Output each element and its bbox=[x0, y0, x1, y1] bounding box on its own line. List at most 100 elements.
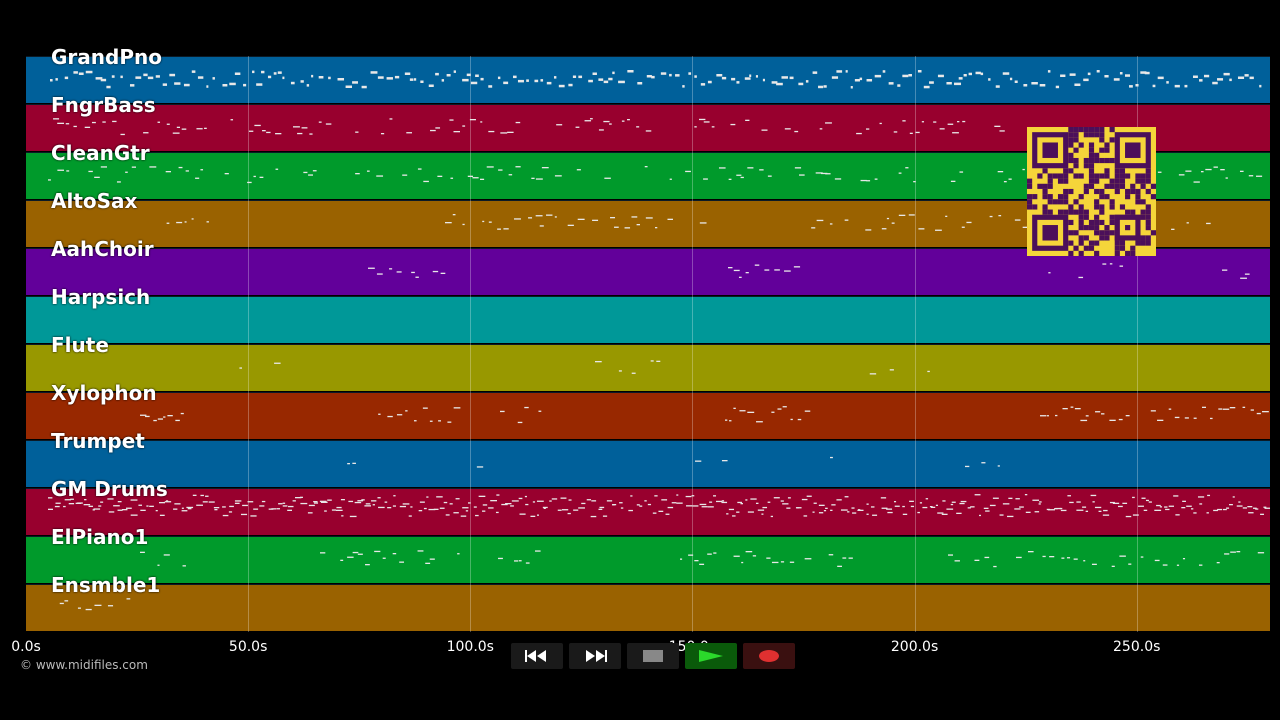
note-mark bbox=[726, 513, 729, 515]
note-mark bbox=[352, 551, 359, 554]
note-mark bbox=[968, 72, 972, 76]
note-mark bbox=[176, 126, 181, 128]
note-mark bbox=[886, 508, 893, 510]
note-mark bbox=[449, 503, 453, 505]
note-mark bbox=[764, 269, 770, 271]
qr-module bbox=[1119, 168, 1126, 174]
note-mark bbox=[462, 125, 466, 127]
note-mark bbox=[979, 514, 982, 517]
note-mark bbox=[301, 127, 308, 129]
qr-module bbox=[1145, 240, 1151, 246]
note-mark bbox=[1015, 498, 1020, 500]
note-mark bbox=[805, 80, 809, 83]
note-mark bbox=[1232, 496, 1235, 498]
note-mark bbox=[466, 73, 471, 77]
qr-module bbox=[1125, 173, 1131, 179]
note-mark bbox=[560, 497, 567, 499]
note-mark bbox=[268, 508, 274, 510]
qr-module bbox=[1042, 188, 1048, 195]
note-mark bbox=[1094, 506, 1102, 509]
note-mark bbox=[729, 420, 732, 422]
stop-button[interactable] bbox=[627, 643, 679, 669]
play-button[interactable] bbox=[685, 643, 737, 669]
qr-module bbox=[1063, 209, 1069, 215]
note-mark bbox=[1129, 85, 1133, 88]
note-mark bbox=[404, 72, 411, 75]
time-tick-label: 200.0s bbox=[890, 639, 939, 655]
qr-module bbox=[1135, 240, 1141, 246]
note-mark bbox=[1062, 408, 1068, 410]
qr-module bbox=[1027, 183, 1033, 189]
note-mark bbox=[675, 74, 680, 77]
note-mark bbox=[806, 495, 812, 497]
record-button[interactable] bbox=[743, 643, 795, 669]
note-mark bbox=[561, 509, 569, 511]
note-mark bbox=[173, 508, 178, 510]
qr-module bbox=[1088, 173, 1095, 179]
note-mark bbox=[874, 178, 878, 180]
qr-module bbox=[1150, 194, 1156, 200]
note-mark bbox=[140, 414, 147, 416]
note-mark bbox=[1193, 75, 1198, 78]
note-mark bbox=[415, 276, 419, 278]
note-mark bbox=[1144, 71, 1150, 75]
note-mark bbox=[392, 505, 396, 507]
note-mark bbox=[88, 170, 93, 173]
note-mark bbox=[1066, 557, 1071, 559]
qr-module bbox=[1047, 194, 1053, 200]
note-mark bbox=[117, 509, 123, 511]
note-mark bbox=[347, 463, 350, 465]
note-mark bbox=[224, 173, 229, 175]
note-mark bbox=[300, 80, 304, 83]
note-mark bbox=[514, 218, 521, 220]
note-mark bbox=[525, 503, 529, 506]
note-mark bbox=[234, 72, 241, 75]
qr-module bbox=[1068, 209, 1074, 215]
qr-module bbox=[1145, 178, 1151, 184]
qr-module bbox=[1145, 204, 1151, 210]
note-mark bbox=[1182, 500, 1186, 502]
note-mark bbox=[261, 500, 266, 503]
note-mark bbox=[909, 132, 913, 134]
qr-code-pattern bbox=[1027, 127, 1156, 256]
note-mark bbox=[212, 77, 215, 80]
note-mark bbox=[709, 501, 713, 503]
note-mark bbox=[837, 565, 842, 567]
rewind-button[interactable] bbox=[511, 643, 563, 669]
note-mark bbox=[1125, 415, 1130, 417]
note-mark bbox=[577, 218, 585, 220]
note-mark bbox=[1060, 74, 1066, 77]
note-mark bbox=[707, 553, 712, 555]
qr-module bbox=[1150, 230, 1156, 236]
note-mark bbox=[117, 501, 122, 503]
note-mark bbox=[777, 408, 782, 410]
note-mark bbox=[1069, 73, 1076, 76]
note-mark bbox=[64, 600, 69, 602]
note-mark bbox=[733, 269, 740, 272]
note-mark bbox=[999, 130, 1005, 132]
note-mark bbox=[902, 513, 908, 515]
qr-module bbox=[1088, 225, 1095, 231]
note-mark bbox=[865, 229, 872, 231]
note-mark bbox=[297, 132, 303, 135]
note-mark bbox=[821, 172, 828, 175]
note-mark bbox=[913, 181, 916, 183]
note-mark bbox=[129, 84, 135, 87]
note-mark bbox=[425, 562, 431, 564]
fast-forward-button[interactable] bbox=[569, 643, 621, 669]
qr-module bbox=[1068, 137, 1074, 143]
note-mark bbox=[680, 558, 683, 560]
note-mark bbox=[57, 122, 65, 124]
note-mark bbox=[202, 501, 208, 503]
qr-module bbox=[1083, 235, 1089, 241]
track-label: Harpsich bbox=[51, 285, 151, 309]
note-mark bbox=[130, 499, 138, 501]
qr-module bbox=[1042, 183, 1048, 189]
note-mark bbox=[1165, 508, 1170, 511]
note-mark bbox=[91, 121, 96, 124]
qr-module bbox=[1083, 163, 1089, 169]
note-mark bbox=[1132, 514, 1139, 516]
note-mark bbox=[234, 502, 240, 504]
qr-module bbox=[1057, 209, 1064, 215]
note-mark bbox=[290, 81, 295, 85]
